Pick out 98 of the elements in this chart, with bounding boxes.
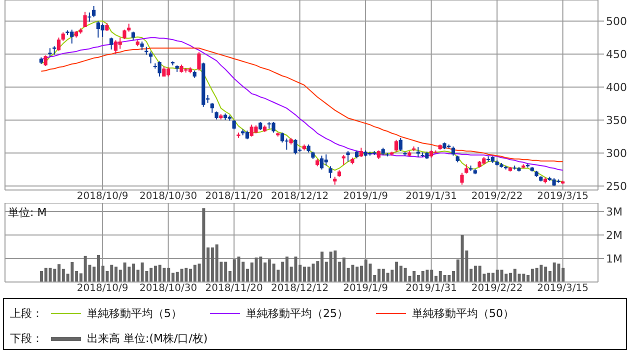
y-tick-label: 2M [606, 228, 622, 242]
bar [180, 268, 184, 282]
x-tick-label: 2019/1/9 [343, 191, 388, 202]
bar [312, 264, 315, 282]
bar [552, 262, 556, 282]
bar [162, 268, 166, 282]
bar [504, 274, 508, 282]
candlestick [210, 102, 214, 114]
bar [460, 234, 464, 282]
bar [557, 264, 560, 282]
candlestick [328, 166, 332, 179]
x-tick-label: 2018/12/12 [270, 191, 329, 202]
y-tick-label: 350 [606, 114, 627, 127]
y-tick-label: 250 [606, 180, 627, 193]
candlestick [83, 11, 87, 28]
bar [294, 256, 298, 282]
y-tick-label: 1M [606, 252, 622, 266]
candlestick [232, 120, 236, 130]
bar [202, 208, 206, 282]
candlestick [416, 146, 420, 158]
candlestick [272, 122, 276, 134]
bar [535, 268, 538, 282]
candlestick [56, 37, 61, 52]
candlestick [324, 154, 328, 166]
bar [426, 270, 429, 282]
candlestick [294, 138, 298, 155]
candlestick [122, 29, 126, 40]
bar [334, 250, 337, 282]
candlestick [346, 150, 350, 162]
bar [386, 272, 390, 282]
bar [329, 252, 332, 282]
x-tick-label: 2019/3/15 [537, 191, 588, 202]
legend-label: 単純移動平均（50） [412, 306, 514, 321]
y-tick-label: 450 [606, 48, 627, 61]
x-tick-label: 2019/2/22 [471, 283, 523, 294]
bar [158, 264, 162, 282]
bar [110, 264, 114, 282]
legend-title: 上段： [10, 306, 43, 321]
bar [500, 270, 504, 282]
legend-label: 単純移動平均（25） [246, 306, 348, 321]
x-tick-label: 2018/11/20 [205, 283, 263, 294]
candlestick [280, 132, 284, 143]
x-tick-label: 2019/1/31 [406, 283, 457, 294]
y-tick-label: 3M [606, 205, 622, 218]
candlestick [44, 54, 48, 66]
x-tick-label: 2019/2/22 [471, 191, 523, 202]
bar [84, 256, 87, 282]
bar [522, 274, 526, 282]
candlestick [92, 5, 96, 18]
candlestick [110, 37, 114, 50]
legend-label: 単純移動平均（5） [87, 306, 182, 321]
bar [259, 256, 262, 282]
candlestick [197, 52, 201, 72]
bar [254, 258, 258, 282]
candlestick [114, 40, 118, 55]
bar [351, 264, 354, 282]
x-tick-label: 2018/11/20 [205, 191, 263, 202]
candlestick [398, 137, 402, 152]
x-tick-label: 2018/10/30 [139, 191, 198, 202]
candlestick [88, 12, 92, 22]
bar [540, 264, 543, 282]
bar [123, 262, 126, 282]
bar [237, 256, 240, 282]
candlestick [464, 164, 468, 174]
legend-title: 下段： [10, 331, 43, 346]
bar [404, 268, 407, 282]
bar [443, 274, 446, 282]
candlestick [320, 155, 324, 170]
bar [421, 270, 424, 282]
bar [184, 268, 188, 282]
x-tick-label: 2018/10/9 [76, 283, 128, 294]
candlestick [118, 37, 122, 50]
candlestick [460, 172, 464, 186]
bar [70, 262, 74, 282]
y-tick-label: 400 [606, 80, 627, 94]
bar [478, 266, 482, 282]
bar [368, 264, 372, 282]
candlestick [342, 154, 346, 166]
legend-label: 出来高 単位:(M株/口/枚) [87, 331, 208, 346]
candlestick [100, 23, 104, 38]
candlestick [451, 146, 456, 156]
candlestick [359, 147, 363, 158]
candlestick [394, 139, 398, 152]
bar [448, 274, 451, 282]
y-tick-label: 500 [606, 15, 627, 28]
x-tick-label: 2019/1/31 [406, 191, 457, 202]
x-tick-label: 2018/12/12 [270, 283, 329, 294]
x-tick-label: 2018/10/9 [76, 191, 128, 202]
bar [128, 266, 131, 282]
bar [140, 262, 144, 282]
annotation: 単位: M [8, 205, 47, 220]
x-tick-label: 2018/10/30 [139, 283, 198, 294]
candlestick [158, 60, 162, 78]
x-tick-label: 2019/1/9 [343, 283, 388, 294]
x-tick-label: 2019/3/15 [537, 283, 588, 294]
y-tick-label: 300 [606, 146, 627, 160]
bar [215, 244, 218, 282]
bar [48, 268, 52, 282]
